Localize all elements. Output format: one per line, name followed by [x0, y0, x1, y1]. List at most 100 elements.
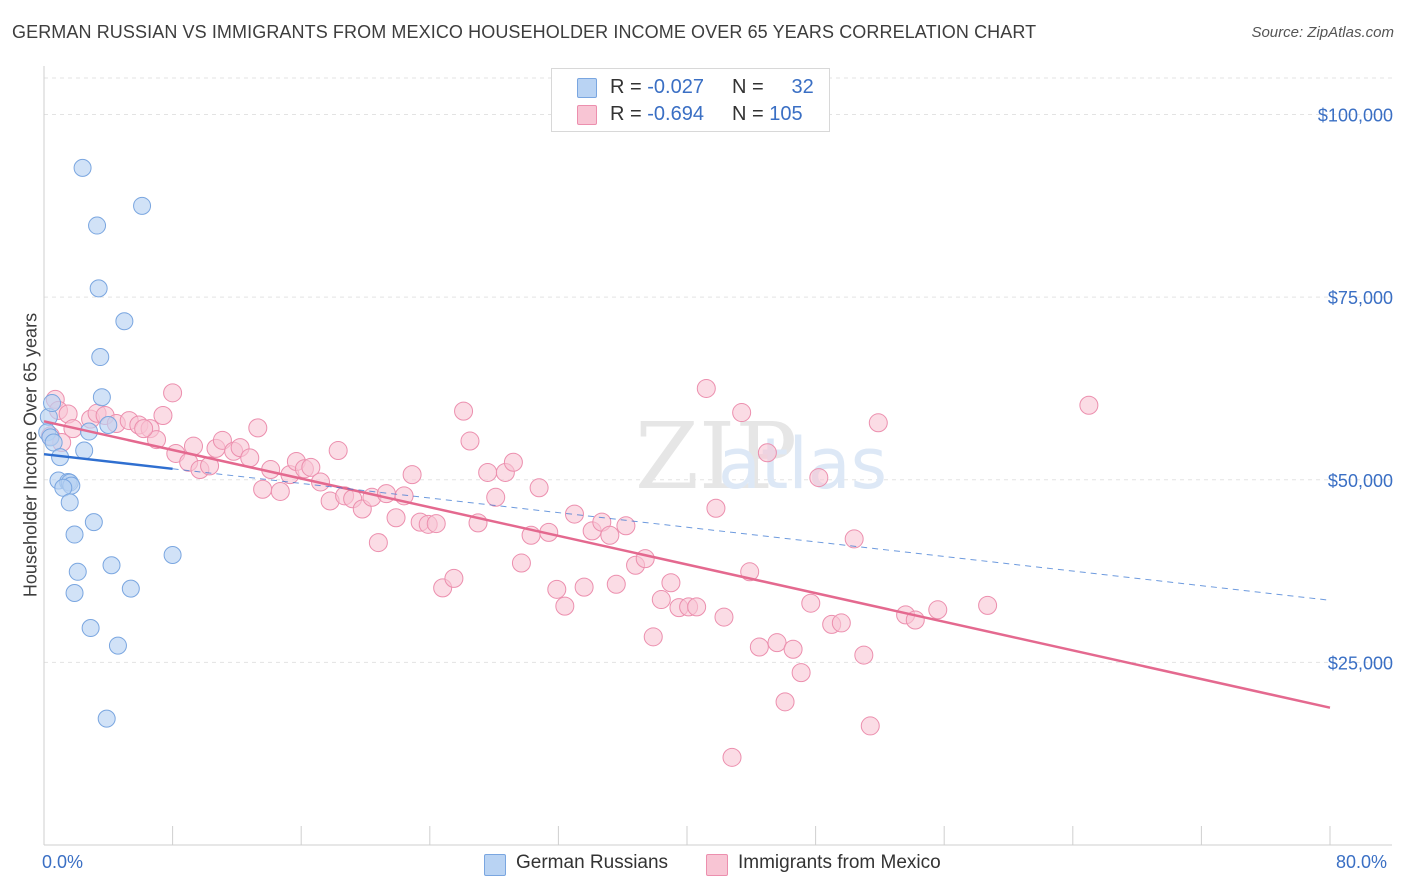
source-label: Source: ZipAtlas.com: [1251, 24, 1394, 41]
y-axis-title: Householder Income Over 65 years: [20, 312, 41, 598]
blue-point: [99, 415, 118, 434]
pink-point: [696, 378, 716, 398]
pink-point: [444, 568, 464, 588]
x-tick-min: 0.0%: [42, 852, 84, 872]
bottom-legend-label: Immigrants from Mexico: [738, 852, 941, 873]
pink-point: [606, 574, 626, 594]
chart-title: GERMAN RUSSIAN VS IMMIGRANTS FROM MEXICO…: [12, 22, 1037, 42]
legend-n-label: N =: [732, 76, 770, 98]
pink-point: [775, 692, 795, 712]
pink-point: [200, 456, 220, 476]
blue-point: [108, 636, 127, 655]
legend-swatch-blue: [577, 78, 597, 98]
blue-point: [75, 441, 94, 460]
legend-r-label: R =: [610, 103, 648, 125]
pink-point: [478, 462, 498, 482]
blue-trend-line: [43, 452, 173, 471]
blue-point: [115, 312, 134, 331]
pink-points: [40, 378, 1099, 767]
pink-point: [732, 403, 752, 423]
pink-point: [426, 514, 446, 534]
bottom-legend-label: German Russians: [516, 852, 669, 873]
pink-point: [651, 590, 671, 610]
bottom-legend-swatch-blue: [484, 854, 506, 876]
pink-point: [163, 383, 183, 403]
legend-n-label: N =: [732, 103, 770, 125]
legend-r-label: R =: [610, 76, 648, 98]
pink-point: [714, 607, 734, 627]
pink-point: [687, 597, 707, 617]
pink-point: [661, 573, 681, 593]
pink-point: [486, 487, 506, 507]
blue-point: [81, 619, 100, 638]
axes: [43, 66, 1392, 846]
pink-point: [248, 418, 268, 438]
blue-point: [60, 493, 79, 512]
pink-point: [831, 613, 851, 633]
trend-lines: [43, 420, 1331, 709]
pink-point: [574, 577, 594, 597]
pink-point: [328, 441, 348, 461]
blue-point: [102, 556, 121, 575]
x-tick-max: 80.0%: [1336, 852, 1388, 872]
legend-swatch-pink: [577, 105, 597, 125]
blue-point: [84, 513, 103, 532]
blue-point: [65, 525, 84, 544]
blue-trend-extension: [172, 468, 1331, 601]
watermark-atlas: atlas: [718, 423, 887, 505]
bottom-legend-swatch-pink: [706, 854, 728, 876]
pink-point: [643, 627, 663, 647]
blue-point: [73, 158, 92, 177]
pink-point: [454, 401, 474, 421]
grid-lines: [44, 77, 1392, 663]
pink-point: [791, 663, 811, 683]
pink-point: [616, 516, 636, 536]
pink-point: [147, 430, 167, 450]
pink-point: [253, 479, 273, 499]
blue-point: [68, 562, 87, 581]
blue-point: [92, 388, 111, 407]
pink-point: [301, 457, 321, 477]
blue-point: [65, 583, 84, 602]
y-tick-label: $25,000: [1328, 653, 1393, 673]
pink-point: [767, 633, 787, 653]
pink-point: [564, 504, 584, 524]
pink-point: [503, 452, 523, 472]
blue-point: [89, 279, 108, 298]
pink-point: [854, 645, 874, 665]
blue-point: [97, 709, 116, 728]
pink-point: [600, 525, 620, 545]
y-tick-label: $75,000: [1328, 288, 1393, 308]
pink-point: [801, 593, 821, 613]
blue-point: [163, 546, 182, 565]
legend-n-value: 32: [791, 76, 814, 98]
pink-point: [511, 553, 531, 573]
blue-point: [121, 579, 140, 598]
pink-point: [722, 747, 742, 767]
correlation-legend: R = -0.027 N = 32 R = -0.694 N = 105: [551, 68, 830, 132]
pink-point: [153, 405, 173, 425]
pink-point: [635, 549, 655, 569]
pink-point: [270, 481, 290, 501]
pink-point: [460, 431, 480, 451]
blue-point: [88, 216, 107, 235]
blue-point: [43, 394, 62, 413]
y-tick-label: $50,000: [1328, 471, 1393, 491]
pink-point: [555, 596, 575, 616]
pink-point: [749, 637, 769, 657]
pink-point: [1079, 395, 1099, 415]
pink-point: [402, 465, 422, 485]
y-tick-labels: $25,000 $50,000 $75,000 $100,000: [1318, 106, 1393, 674]
pink-point: [757, 443, 777, 463]
legend-n-value: 105: [769, 103, 803, 125]
pink-point: [868, 413, 888, 433]
blue-point: [133, 196, 152, 215]
legend-r-value: -0.694: [647, 103, 704, 125]
pink-trend-line: [43, 420, 1331, 709]
blue-point: [91, 348, 110, 367]
pink-point: [134, 419, 154, 439]
pink-point: [844, 529, 864, 549]
pink-point: [547, 579, 567, 599]
pink-point: [368, 533, 388, 553]
